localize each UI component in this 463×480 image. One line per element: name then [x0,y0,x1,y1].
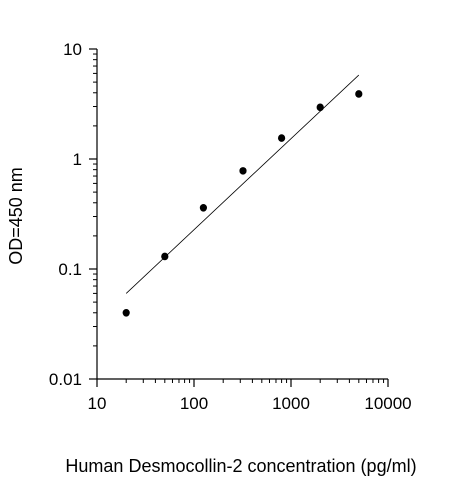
data-point [355,90,363,98]
y-tick-label: 0.1 [58,260,82,279]
x-tick-label: 10000 [364,394,411,413]
axes [89,48,389,387]
data-point [161,252,169,261]
fit-line-group [125,74,360,294]
data-point [277,134,286,142]
data-point [239,167,247,175]
y-tick-label: 10 [63,40,82,59]
data-point [316,103,324,112]
data-point [199,204,208,212]
fit-line [125,74,360,294]
x-tick-label: 10 [88,394,107,413]
y-tick-label: 1 [73,150,82,169]
x-axis-title: Human Desmocollin-2 concentration (pg/ml… [65,456,416,476]
x-tick-label: 100 [180,394,208,413]
x-tick-label: 1000 [272,394,310,413]
tick-labels: 0.01 0.1 1 10 10 100 1000 10000 [49,40,412,413]
y-axis-title: OD=450 nm [6,167,26,265]
y-tick-label: 0.01 [49,370,82,389]
data-point [122,308,130,317]
data-points [122,90,363,317]
